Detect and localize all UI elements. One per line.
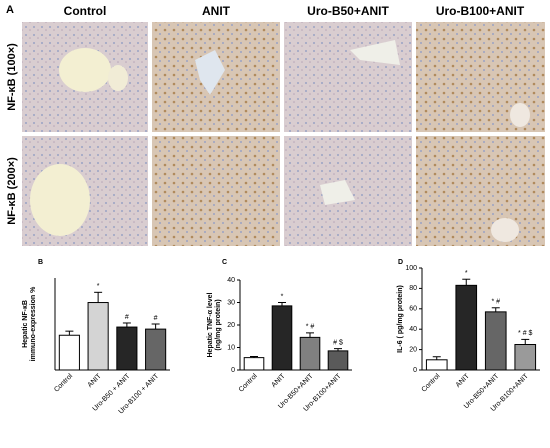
panel-label: C bbox=[222, 259, 227, 266]
x-tick-label: ANIT bbox=[87, 372, 104, 389]
y-axis-label: IL-6 ( pg/mg protein) bbox=[397, 285, 404, 353]
x-tick-label: ANIT bbox=[270, 372, 287, 389]
vessel bbox=[108, 65, 128, 91]
significance-label: * bbox=[281, 293, 284, 300]
vessel bbox=[510, 103, 530, 127]
bar bbox=[145, 328, 167, 371]
bar bbox=[116, 326, 138, 371]
bar bbox=[514, 344, 537, 371]
bar bbox=[327, 350, 349, 371]
panel-label: B bbox=[38, 259, 43, 266]
bar bbox=[455, 284, 478, 371]
bar bbox=[58, 334, 80, 371]
y-tick-label: 40 bbox=[409, 326, 417, 333]
column-header: Uro-B100+ANIT bbox=[436, 4, 525, 18]
micrograph bbox=[152, 136, 280, 246]
vessel bbox=[59, 48, 111, 92]
y-axis-label: Hepatic NF-κB bbox=[22, 300, 29, 348]
significance-label: * # bbox=[306, 324, 315, 331]
y-tick-label: 20 bbox=[409, 346, 417, 353]
x-tick-label: Control bbox=[53, 372, 74, 393]
column-header: Control bbox=[64, 4, 107, 18]
bar bbox=[243, 357, 265, 371]
y-axis-label: Hepatic TNF-α level bbox=[207, 292, 214, 357]
significance-label: # bbox=[154, 315, 158, 322]
bar bbox=[299, 336, 321, 371]
x-tick-label: ANIT bbox=[455, 372, 472, 389]
vessel bbox=[195, 50, 225, 95]
significance-label: * bbox=[97, 283, 100, 290]
y-tick-label: 20 bbox=[227, 322, 235, 329]
y-tick-label: 40 bbox=[227, 277, 235, 284]
bar bbox=[271, 305, 293, 371]
significance-label: * # $ bbox=[518, 330, 533, 337]
column-header: Uro-B50+ANIT bbox=[307, 4, 389, 18]
micrographs bbox=[22, 22, 545, 246]
significance-label: * bbox=[465, 270, 468, 277]
significance-label: # $ bbox=[333, 339, 343, 346]
significance-label: # bbox=[125, 314, 129, 321]
vessel bbox=[491, 218, 519, 242]
panel-label: D bbox=[398, 259, 403, 266]
row-label: NF-κB (200×) bbox=[6, 157, 18, 225]
significance-label: * # bbox=[491, 299, 500, 306]
bar bbox=[484, 311, 507, 371]
vessel bbox=[320, 180, 355, 205]
y-tick-label: 0 bbox=[231, 367, 235, 374]
micrograph bbox=[416, 136, 545, 246]
micrograph bbox=[284, 22, 412, 132]
column-header: ANIT bbox=[202, 4, 231, 18]
y-axis-label: (ng/mg protein) bbox=[215, 299, 222, 350]
x-tick-label: Control bbox=[421, 372, 442, 393]
y-tick-label: 60 bbox=[409, 306, 417, 313]
y-tick-label: 0 bbox=[413, 367, 417, 374]
row-label: NF-κB (100×) bbox=[6, 43, 18, 111]
y-tick-label: 10 bbox=[227, 344, 235, 351]
panel-label: A bbox=[6, 4, 14, 16]
y-tick-label: 100 bbox=[405, 265, 417, 272]
x-tick-label: Control bbox=[238, 372, 259, 393]
y-axis-label: immuno-expression % bbox=[30, 286, 37, 361]
bar bbox=[87, 302, 109, 371]
bar bbox=[425, 359, 448, 371]
vessel bbox=[30, 164, 90, 236]
y-tick-label: 30 bbox=[227, 299, 235, 306]
vessel bbox=[350, 40, 400, 65]
y-tick-label: 80 bbox=[409, 285, 417, 292]
